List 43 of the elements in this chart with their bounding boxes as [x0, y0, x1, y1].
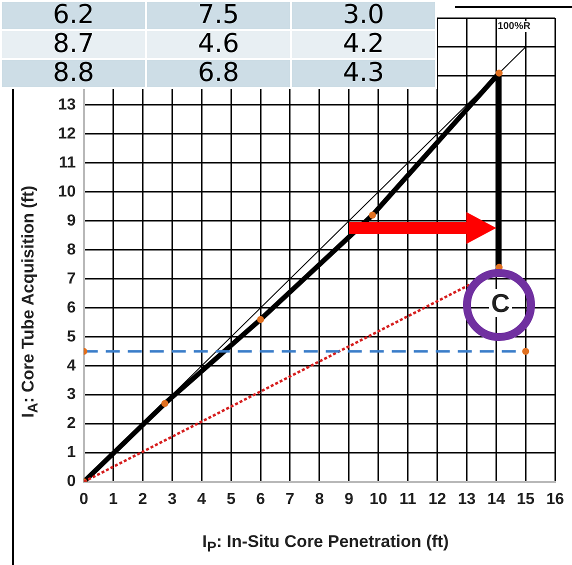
x-tick-label: 7	[286, 490, 295, 508]
x-tick-label: 16	[546, 490, 564, 508]
y-tick-label: 6	[66, 299, 76, 316]
x-tick-label: 11	[399, 490, 416, 508]
x-axis-title: I$_{P}$: In-Situ Core Penetration (ft)	[201, 532, 450, 556]
annotation: 6.8	[146, 58, 291, 88]
x-tick-label: 4	[197, 490, 206, 508]
x-tick-label: 14	[487, 490, 506, 508]
y-tick-label: 8	[66, 241, 76, 258]
annotation: 4.3	[291, 58, 436, 88]
x-tick-label: 2	[138, 490, 148, 508]
annotation: 3.0	[291, 0, 436, 30]
x-tick-label: 3	[168, 490, 177, 508]
y-tick-label: 3	[66, 386, 76, 404]
x-tick-label: 6	[256, 490, 266, 508]
x-tick-label: 5	[226, 490, 236, 508]
x-tick-label: 13	[458, 490, 476, 508]
y-tick-label: 9	[66, 212, 76, 230]
y-tick-label: 13	[58, 96, 76, 114]
annotation: 6.2	[1, 0, 146, 30]
x-tick-label: 12	[428, 490, 446, 508]
x-tick-label: 8	[314, 490, 324, 508]
y-tick-label: 4	[66, 357, 76, 374]
x-tick-label: 15	[516, 490, 535, 508]
annotation: 7.5	[146, 0, 291, 30]
x-tick-label: 9	[344, 490, 354, 508]
y-tick-label: 11	[58, 154, 76, 172]
x-tick-label: 0	[79, 490, 88, 508]
annotation: 8.7	[1, 29, 146, 59]
y-tick-label: 0	[66, 473, 76, 490]
annotation: 100%R	[498, 21, 530, 32]
annotation: 8.8	[1, 58, 146, 88]
y-tick-label: 7	[66, 270, 76, 288]
y-tick-label: 10	[58, 183, 76, 200]
annotation: 4.2	[291, 29, 436, 59]
x-tick-label: 10	[369, 490, 388, 508]
annotation: C	[489, 288, 512, 318]
x-tick-label: 1	[108, 490, 118, 508]
y-tick-label: 2	[66, 415, 76, 432]
annotation: 4.6	[146, 29, 291, 59]
y-tick-label: 5	[66, 328, 76, 346]
y-tick-label: 1	[66, 444, 76, 462]
y-tick-label: 12	[58, 125, 76, 142]
